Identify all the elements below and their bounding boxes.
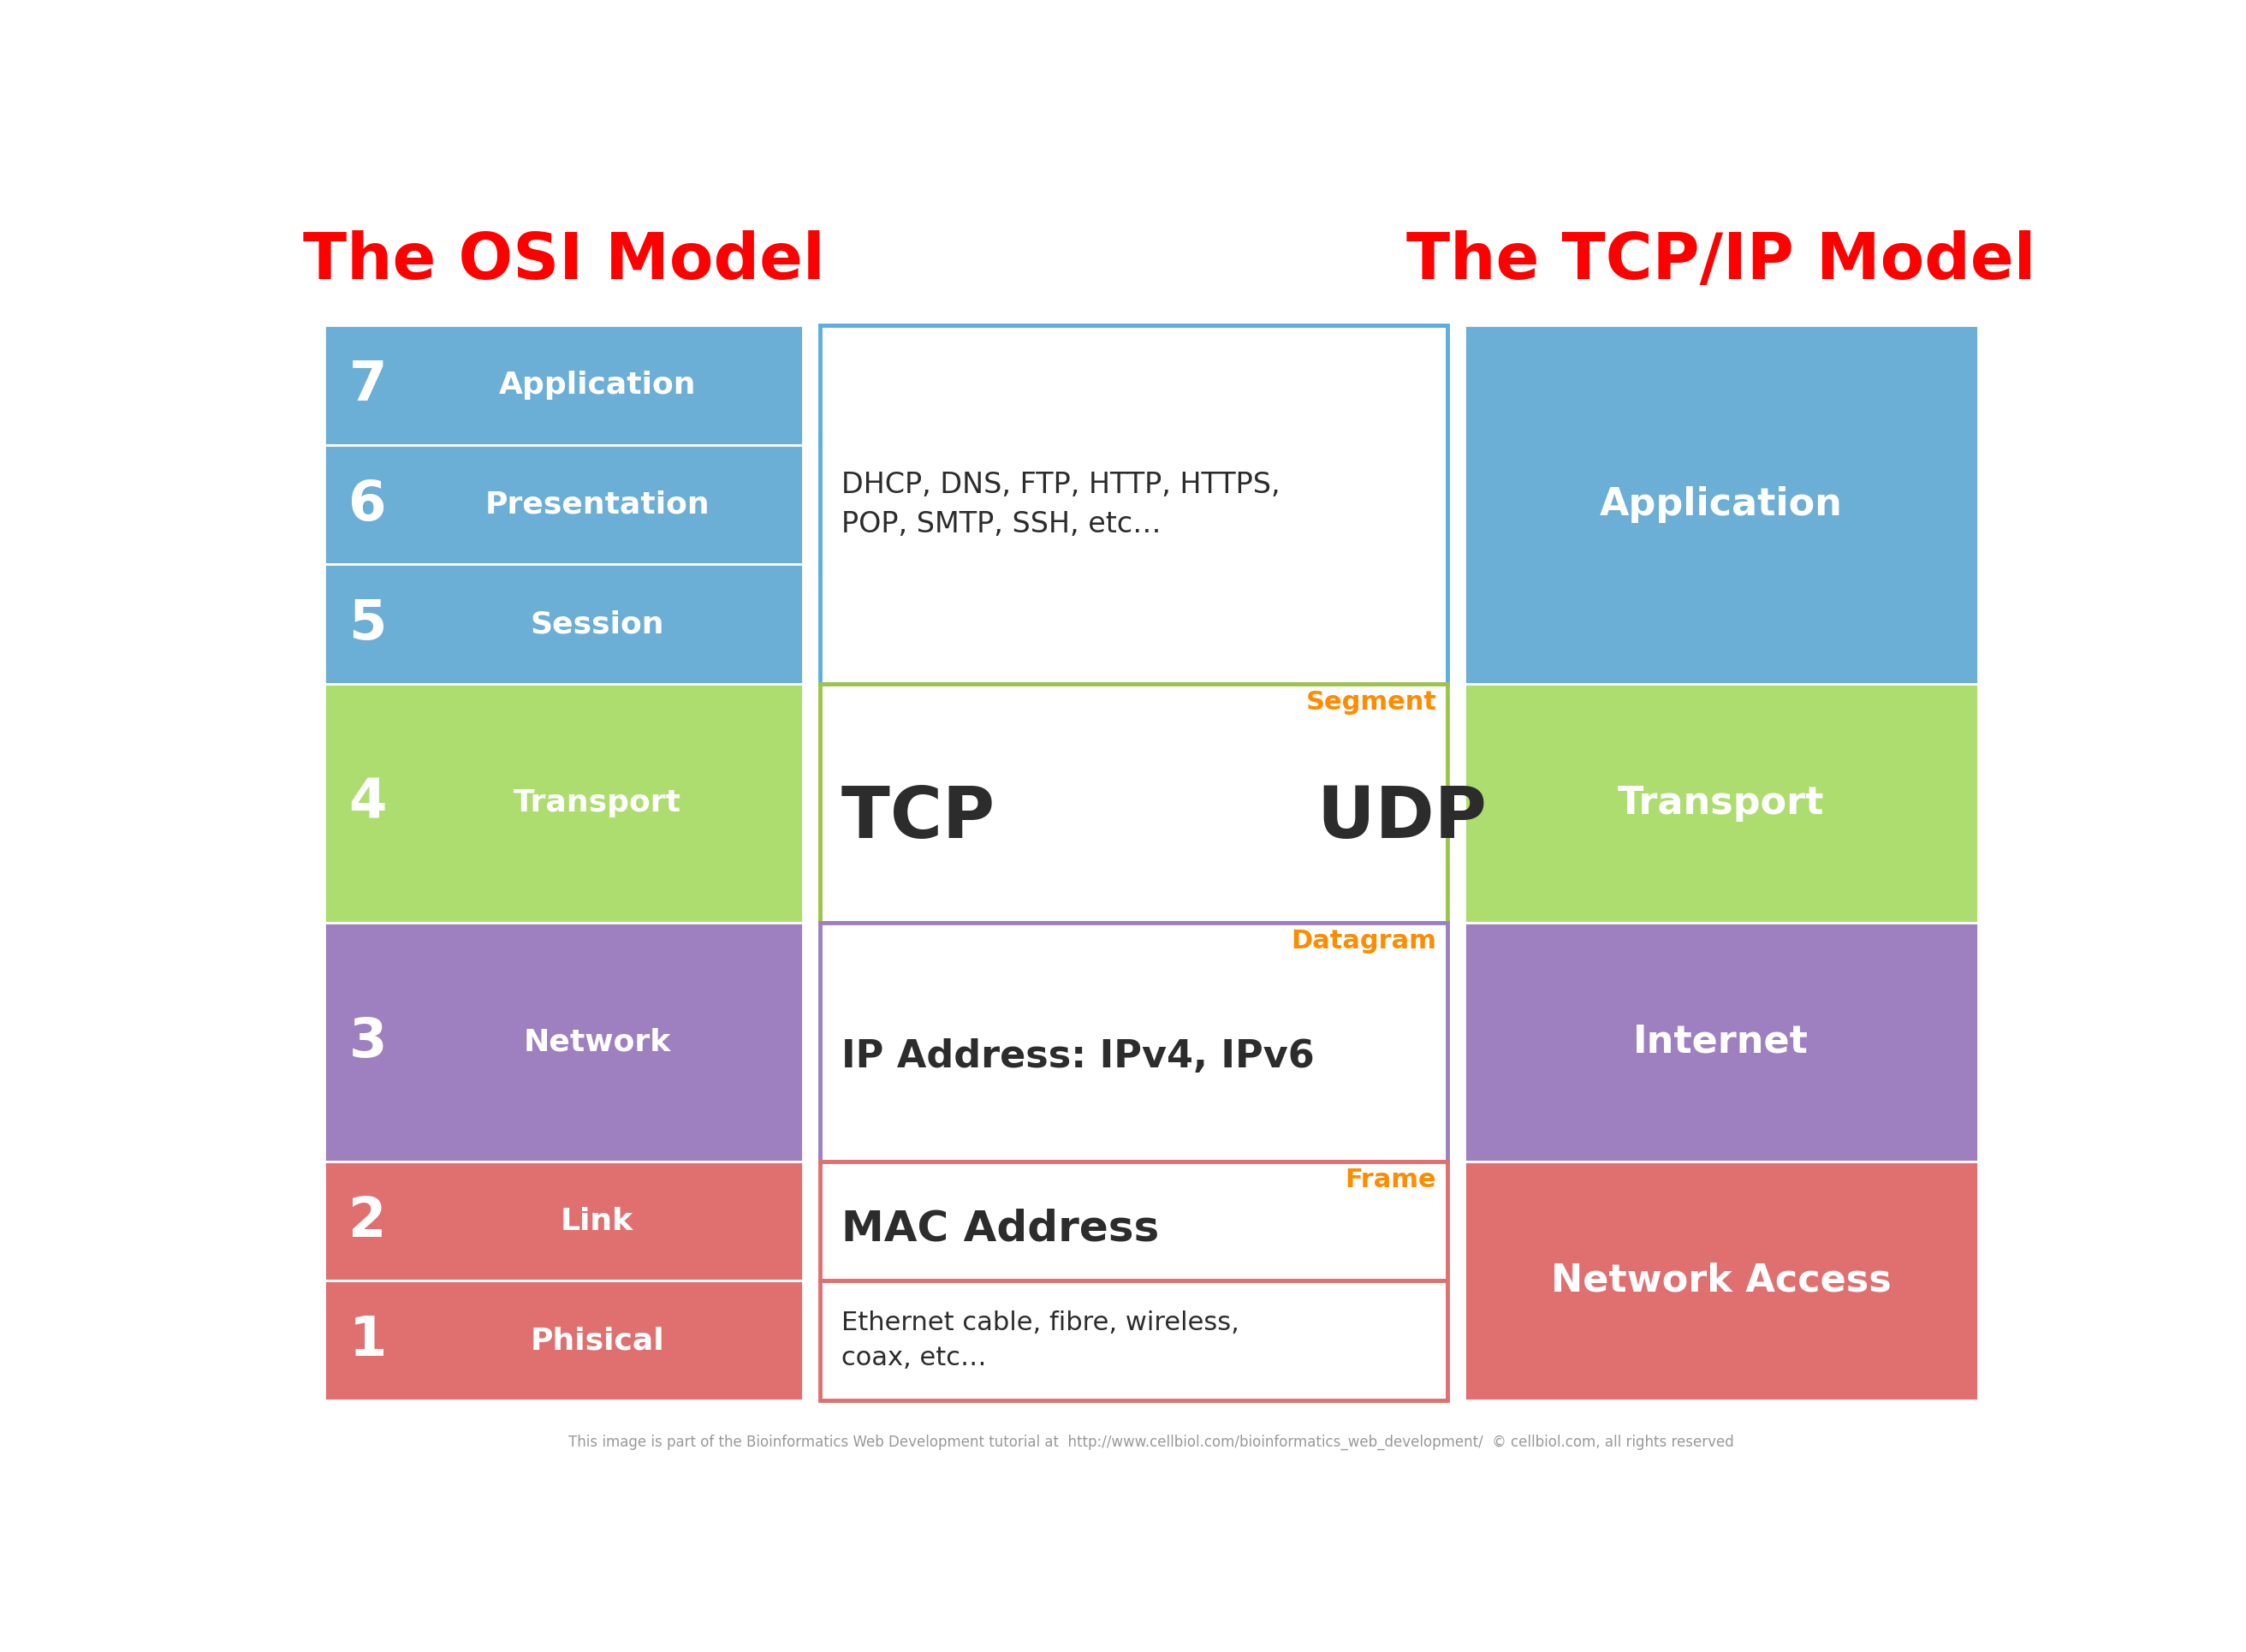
Bar xyxy=(323,1161,804,1280)
Bar xyxy=(820,684,1446,922)
Text: MAC Address: MAC Address xyxy=(842,1208,1159,1249)
Text: This image is part of the Bioinformatics Web Development tutorial at  http://www: This image is part of the Bioinformatics… xyxy=(568,1434,1734,1450)
Text: 1: 1 xyxy=(348,1313,386,1368)
Text: TCP             UDP: TCP UDP xyxy=(842,783,1487,852)
Text: The OSI Model: The OSI Model xyxy=(303,231,824,292)
Bar xyxy=(820,1161,1446,1280)
Text: Ethernet cable, fibre, wireless,
coax, etc…: Ethernet cable, fibre, wireless, coax, e… xyxy=(842,1310,1240,1371)
Text: Segment: Segment xyxy=(1305,691,1437,715)
Text: IP Address: IPv4, IPv6: IP Address: IPv4, IPv6 xyxy=(842,1037,1314,1075)
Bar xyxy=(820,1280,1446,1401)
Text: Application: Application xyxy=(1599,486,1842,524)
Text: DHCP, DNS, FTP, HTTP, HTTPS,
POP, SMTP, SSH, etc…: DHCP, DNS, FTP, HTTP, HTTPS, POP, SMTP, … xyxy=(842,471,1280,539)
Text: 6: 6 xyxy=(348,477,386,532)
Text: 4: 4 xyxy=(348,776,386,829)
Text: Phisical: Phisical xyxy=(530,1327,665,1355)
Text: Application: Application xyxy=(499,370,696,400)
Bar xyxy=(1464,1161,1979,1401)
Text: 3: 3 xyxy=(348,1016,386,1069)
Bar xyxy=(820,922,1446,1161)
Text: Transport: Transport xyxy=(1617,785,1824,821)
Bar xyxy=(1464,684,1979,922)
Bar xyxy=(323,325,804,444)
Bar xyxy=(323,1280,804,1401)
Text: Frame: Frame xyxy=(1345,1168,1437,1193)
Text: The TCP/IP Model: The TCP/IP Model xyxy=(1406,231,2035,292)
Text: Presentation: Presentation xyxy=(485,491,710,519)
Bar xyxy=(323,565,804,684)
Text: Transport: Transport xyxy=(514,788,681,818)
Text: Link: Link xyxy=(562,1206,633,1236)
Text: 5: 5 xyxy=(348,598,386,651)
Bar xyxy=(323,922,804,1161)
Bar xyxy=(1464,325,1979,684)
Text: 7: 7 xyxy=(348,358,386,411)
Bar xyxy=(323,444,804,565)
Text: Network Access: Network Access xyxy=(1552,1262,1891,1298)
Text: Datagram: Datagram xyxy=(1291,928,1437,953)
Text: 2: 2 xyxy=(348,1194,386,1247)
Text: Network: Network xyxy=(523,1028,672,1057)
Text: Internet: Internet xyxy=(1633,1024,1808,1061)
Text: Session: Session xyxy=(530,610,665,639)
Bar xyxy=(323,684,804,922)
Bar xyxy=(820,325,1446,684)
Bar xyxy=(1464,922,1979,1161)
